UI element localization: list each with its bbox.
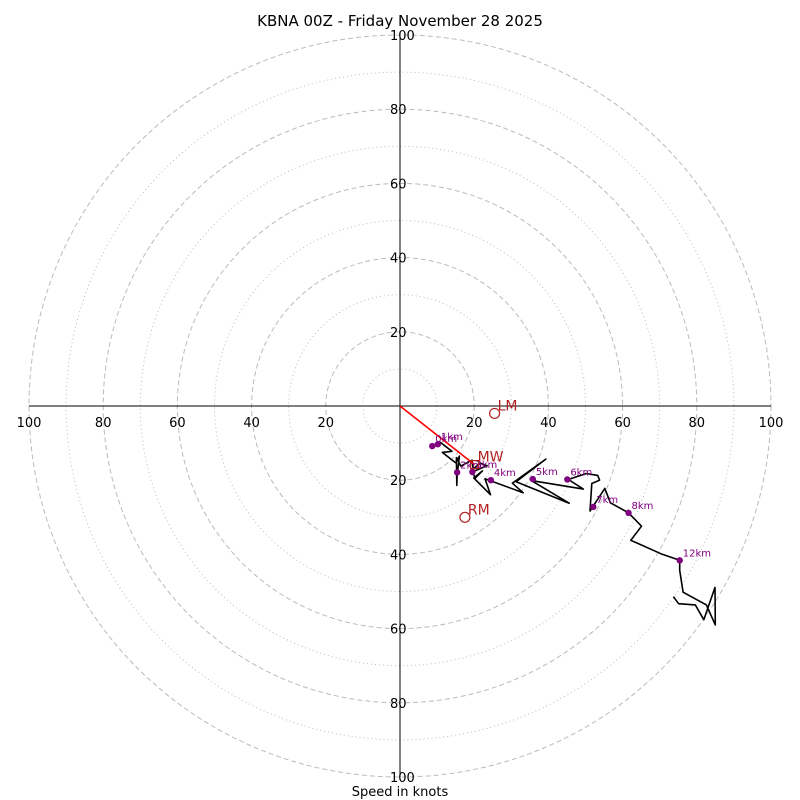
y-tick-label: 80 — [390, 103, 407, 118]
y-tick-label: 20 — [390, 326, 407, 341]
motion-marker-label: MW — [478, 450, 504, 466]
x-tick-label: 40 — [243, 416, 260, 431]
height-marker-label: 12km — [683, 548, 711, 559]
y-tick-label: 40 — [390, 252, 407, 267]
x-tick-label: 80 — [689, 416, 706, 431]
height-marker-label: 1km — [441, 432, 463, 443]
x-tick-label: 100 — [759, 416, 784, 431]
x-tick-label: 40 — [540, 416, 557, 431]
x-tick-label: 20 — [318, 416, 335, 431]
motion-marker-label: RM — [468, 502, 490, 518]
y-tick-label: 40 — [390, 548, 407, 563]
height-marker-label: 4km — [494, 468, 516, 479]
x-tick-label: 60 — [169, 416, 186, 431]
motion-marker-MW — [469, 460, 480, 470]
height-marker-3km — [469, 468, 476, 476]
x-tick-label: 60 — [614, 416, 631, 431]
height-marker-1km — [434, 441, 442, 448]
motion-marker-RM — [459, 511, 471, 523]
y-tick-label: 20 — [390, 474, 407, 489]
height-marker-label: 0km — [435, 434, 457, 445]
motion-marker-LM — [489, 407, 501, 420]
height-marker-7km — [590, 503, 597, 511]
height-marker-label: 3km — [475, 460, 497, 471]
height-marker-2km — [453, 469, 461, 476]
y-tick-label: 60 — [390, 623, 407, 638]
height-marker-12km — [676, 557, 683, 564]
y-tick-label: 80 — [390, 697, 407, 712]
x-tick-label: 20 — [466, 416, 483, 431]
mean-wind-vector-line — [399, 405, 476, 466]
height-marker-label: 7km — [596, 495, 618, 506]
x-tick-label: 80 — [95, 416, 112, 431]
height-marker-8km — [625, 509, 632, 517]
storm-motion-markers: LM MW RM — [459, 398, 518, 523]
height-marker-4km — [487, 477, 495, 484]
tick-labels: 100 80 60 40 20 20 40 60 80 100 100 80 60 40 20 20 40 60 8… — [17, 29, 784, 786]
height-marker-6km — [564, 476, 571, 483]
height-marker-label: 5km — [536, 467, 558, 478]
height-marker-5km — [529, 475, 537, 483]
y-tick-label: 100 — [390, 29, 415, 44]
motion-marker-label: LM — [498, 398, 518, 414]
height-marker-label: 8km — [632, 501, 654, 512]
chart-title: KBNA 00Z - Friday November 28 2025 — [257, 12, 543, 30]
x-tick-label: 100 — [17, 416, 42, 431]
series-lines — [399, 405, 717, 626]
x-axis-label: Speed in knots — [352, 785, 449, 800]
y-tick-label: 100 — [390, 771, 415, 786]
height-marker-label: 6km — [570, 467, 592, 478]
hodograph-line — [431, 441, 717, 626]
height-marker-0km — [429, 442, 436, 450]
y-tick-label: 60 — [390, 177, 407, 192]
